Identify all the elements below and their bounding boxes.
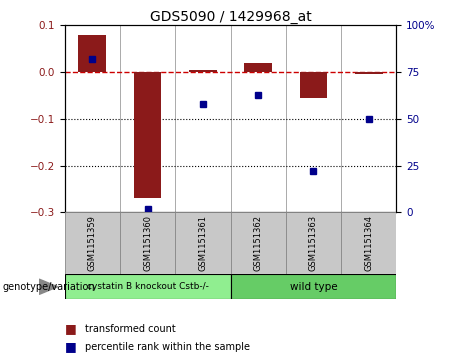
- Bar: [230, 274, 396, 299]
- Text: GSM1151361: GSM1151361: [198, 215, 207, 271]
- Text: GSM1151364: GSM1151364: [364, 215, 373, 271]
- Bar: [286, 212, 341, 274]
- Text: GSM1151360: GSM1151360: [143, 215, 152, 271]
- Bar: [65, 274, 230, 299]
- Bar: [120, 212, 175, 274]
- Text: wild type: wild type: [290, 282, 337, 292]
- Bar: [175, 212, 230, 274]
- Bar: [189, 70, 217, 72]
- Text: cystatin B knockout Cstb-/-: cystatin B knockout Cstb-/-: [87, 282, 208, 291]
- Bar: [230, 212, 286, 274]
- Title: GDS5090 / 1429968_at: GDS5090 / 1429968_at: [150, 11, 311, 24]
- Bar: [78, 35, 106, 72]
- Text: GSM1151359: GSM1151359: [88, 215, 97, 271]
- Text: percentile rank within the sample: percentile rank within the sample: [85, 342, 250, 352]
- Bar: [244, 63, 272, 72]
- Bar: [341, 212, 396, 274]
- Bar: [300, 72, 327, 98]
- Bar: [134, 72, 161, 198]
- Text: GSM1151363: GSM1151363: [309, 215, 318, 271]
- Text: transformed count: transformed count: [85, 323, 176, 334]
- Bar: [65, 212, 120, 274]
- Bar: [355, 72, 383, 74]
- Polygon shape: [39, 279, 58, 294]
- Text: genotype/variation: genotype/variation: [2, 282, 95, 292]
- Text: ■: ■: [65, 322, 76, 335]
- Text: ■: ■: [65, 340, 76, 353]
- Text: GSM1151362: GSM1151362: [254, 215, 263, 271]
